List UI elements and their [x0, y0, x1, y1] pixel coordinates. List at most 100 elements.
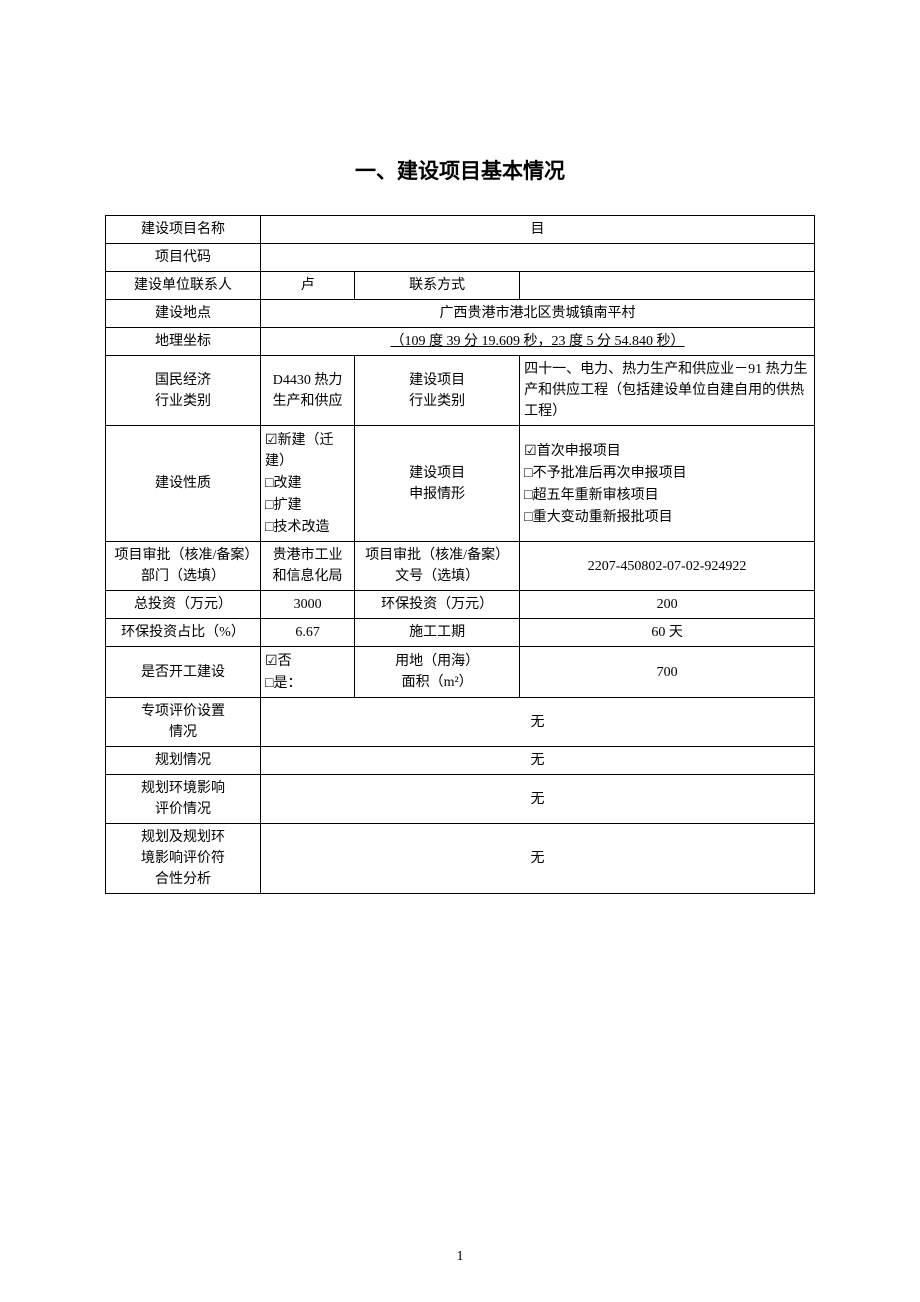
label-line: 评价情况 — [155, 802, 211, 817]
label-line: 面积（m²） — [402, 675, 473, 690]
label-project-name: 建设项目名称 — [106, 216, 261, 244]
label-line: 专项评价设置 — [141, 704, 225, 719]
table-row: 地理坐标 （109 度 39 分 19.609 秒，23 度 5 分 54.84… — [106, 328, 815, 356]
label-planning: 规划情况 — [106, 747, 261, 775]
value-planning-conform: 无 — [261, 824, 815, 894]
checkbox-text: 首次申报项目 — [537, 444, 621, 459]
checkbox-option: ☑首次申报项目 — [524, 440, 808, 462]
table-row: 建设地点 广西贵港市港北区贵城镇南平村 — [106, 300, 815, 328]
checkbox-text: 不予批准后再次申报项目 — [533, 466, 687, 481]
table-row: 建设单位联系人 卢 联系方式 — [106, 272, 815, 300]
label-line: 用地（用海） — [395, 654, 479, 669]
label-contact-method: 联系方式 — [355, 272, 520, 300]
value-declare: ☑首次申报项目 □不予批准后再次申报项目 □超五年重新审核项目 □重大变动重新报… — [520, 426, 815, 542]
label-line: 规划及规划环 — [141, 830, 225, 845]
label-total-invest: 总投资（万元） — [106, 591, 261, 619]
value-land-area: 700 — [520, 647, 815, 698]
label-approval-no: 项目审批（核准/备案）文号（选填） — [355, 542, 520, 591]
label-env-ratio: 环保投资占比（%） — [106, 619, 261, 647]
value-started: ☑否 □是： — [261, 647, 355, 698]
table-row: 建设性质 ☑新建（迁建） □改建 □扩建 □技术改造 建设项目 申报情形 ☑首次… — [106, 426, 815, 542]
page-title: 一、建设项目基本情况 — [105, 155, 815, 185]
value-env-invest: 200 — [520, 591, 815, 619]
checkbox-checked-icon: ☑ — [524, 442, 537, 458]
value-contact-person: 卢 — [261, 272, 355, 300]
label-line: 国民经济 — [155, 373, 211, 388]
label-land-area: 用地（用海） 面积（m²） — [355, 647, 520, 698]
checkbox-option: □扩建 — [265, 494, 348, 516]
table-row: 专项评价设置 情况 无 — [106, 698, 815, 747]
table-row: 总投资（万元） 3000 环保投资（万元） 200 — [106, 591, 815, 619]
label-line: 规划环境影响 — [141, 781, 225, 796]
label-line: 行业类别 — [409, 394, 465, 409]
value-construction-period: 60 天 — [520, 619, 815, 647]
checkbox-unchecked-icon: □ — [524, 464, 532, 480]
label-project-code: 项目代码 — [106, 244, 261, 272]
table-row: 项目代码 — [106, 244, 815, 272]
label-line: 境影响评价符 — [141, 851, 225, 866]
value-contact-method — [520, 272, 815, 300]
label-planning-conform: 规划及规划环 境影响评价符 合性分析 — [106, 824, 261, 894]
value-approval-no: 2207-450802-07-02-924922 — [520, 542, 815, 591]
checkbox-checked-icon: ☑ — [265, 652, 278, 668]
label-line: 建设项目 — [409, 373, 465, 388]
page-number: 1 — [105, 1249, 815, 1265]
checkbox-text: 技术改造 — [273, 520, 329, 535]
label-coords: 地理坐标 — [106, 328, 261, 356]
label-approval-dept: 项目审批（核准/备案）部门（选填） — [106, 542, 261, 591]
value-planning: 无 — [261, 747, 815, 775]
label-env-invest: 环保投资（万元） — [355, 591, 520, 619]
value-economy-category: D4430 热力生产和供应 — [261, 356, 355, 426]
label-planning-env: 规划环境影响 评价情况 — [106, 775, 261, 824]
checkbox-unchecked-icon: □ — [524, 508, 532, 524]
label-started: 是否开工建设 — [106, 647, 261, 698]
label-line: 情况 — [169, 725, 197, 740]
value-nature: ☑新建（迁建） □改建 □扩建 □技术改造 — [261, 426, 355, 542]
table-row: 建设项目名称 目 — [106, 216, 815, 244]
label-economy-category: 国民经济 行业类别 — [106, 356, 261, 426]
checkbox-text: 重大变动重新报批项目 — [533, 510, 673, 525]
label-construction-period: 施工工期 — [355, 619, 520, 647]
label-location: 建设地点 — [106, 300, 261, 328]
value-project-name: 目 — [261, 216, 815, 244]
table-row: 规划情况 无 — [106, 747, 815, 775]
checkbox-unchecked-icon: □ — [524, 486, 532, 502]
label-line: 申报情形 — [409, 487, 465, 502]
label-line: 合性分析 — [155, 872, 211, 887]
checkbox-text: 超五年重新审核项目 — [533, 488, 659, 503]
table-row: 是否开工建设 ☑否 □是： 用地（用海） 面积（m²） 700 — [106, 647, 815, 698]
checkbox-text: 改建 — [273, 476, 301, 491]
checkbox-text: 否 — [278, 654, 292, 669]
value-special-eval: 无 — [261, 698, 815, 747]
label-line: 行业类别 — [155, 394, 211, 409]
value-planning-env: 无 — [261, 775, 815, 824]
value-project-code — [261, 244, 815, 272]
value-coords: （109 度 39 分 19.609 秒，23 度 5 分 54.840 秒） — [261, 328, 815, 356]
value-total-invest: 3000 — [261, 591, 355, 619]
checkbox-text: 扩建 — [273, 498, 301, 513]
checkbox-option: □超五年重新审核项目 — [524, 484, 808, 506]
label-declare: 建设项目 申报情形 — [355, 426, 520, 542]
table-row: 规划环境影响 评价情况 无 — [106, 775, 815, 824]
checkbox-checked-icon: ☑ — [265, 431, 278, 447]
value-project-category: 四十一、电力、热力生产和供应业－91 热力生产和供应工程（包括建设单位自建自用的… — [520, 356, 815, 426]
checkbox-option: □是： — [265, 672, 348, 694]
basic-info-table: 建设项目名称 目 项目代码 建设单位联系人 卢 联系方式 建设地点 广西贵港市港… — [105, 215, 815, 894]
label-nature: 建设性质 — [106, 426, 261, 542]
checkbox-option: ☑新建（迁建） — [265, 429, 348, 472]
table-row: 项目审批（核准/备案）部门（选填） 贵港市工业和信息化局 项目审批（核准/备案）… — [106, 542, 815, 591]
label-special-eval: 专项评价设置 情况 — [106, 698, 261, 747]
table-row: 规划及规划环 境影响评价符 合性分析 无 — [106, 824, 815, 894]
checkbox-option: □不予批准后再次申报项目 — [524, 462, 808, 484]
checkbox-option: □改建 — [265, 472, 348, 494]
label-line: 建设项目 — [409, 466, 465, 481]
checkbox-option: □技术改造 — [265, 516, 348, 538]
label-contact-person: 建设单位联系人 — [106, 272, 261, 300]
table-row: 国民经济 行业类别 D4430 热力生产和供应 建设项目 行业类别 四十一、电力… — [106, 356, 815, 426]
value-env-ratio: 6.67 — [261, 619, 355, 647]
table-row: 环保投资占比（%） 6.67 施工工期 60 天 — [106, 619, 815, 647]
value-approval-dept: 贵港市工业和信息化局 — [261, 542, 355, 591]
label-project-category: 建设项目 行业类别 — [355, 356, 520, 426]
checkbox-text: 是： — [273, 676, 301, 691]
value-location: 广西贵港市港北区贵城镇南平村 — [261, 300, 815, 328]
